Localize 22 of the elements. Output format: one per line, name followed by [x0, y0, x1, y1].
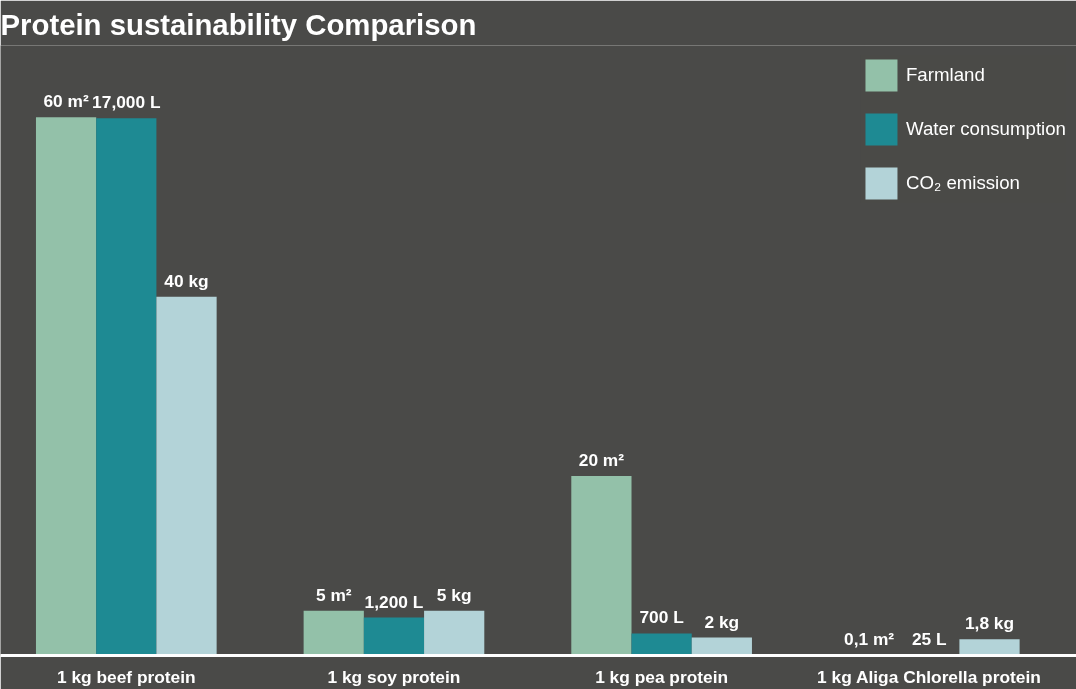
data-label: 2 kg — [704, 611, 740, 632]
legend-label: CO₂ emission — [905, 172, 1020, 194]
data-label: 1,8 kg — [964, 613, 1015, 634]
data-label: 5 kg — [436, 584, 472, 605]
data-label: 60 m² — [43, 91, 89, 112]
data-label: 40 kg — [164, 270, 209, 291]
legend-label: Farmland — [905, 64, 985, 86]
bar — [571, 476, 632, 656]
data-label: 25 L — [911, 628, 948, 649]
data-label: 5 m² — [315, 584, 352, 605]
bar — [959, 639, 1020, 656]
legend-label: Water consumption — [905, 118, 1066, 140]
data-label: 1,200 L — [364, 591, 424, 612]
data-label: 700 L — [639, 607, 685, 628]
data-label: 20 m² — [578, 450, 625, 471]
x-tick-label: 1 kg Aliga Chlorella protein — [817, 666, 1041, 687]
chart-title: Protein sustainability Comparison — [0, 7, 477, 41]
x-tick-label: 1 kg pea protein — [595, 666, 729, 687]
data-label: 17,000 L — [92, 92, 161, 113]
x-tick-label: 1 kg beef protein — [56, 666, 196, 687]
data-label: 0,1 m² — [844, 628, 895, 649]
x-tick-label: 1 kg soy protein — [327, 666, 461, 687]
